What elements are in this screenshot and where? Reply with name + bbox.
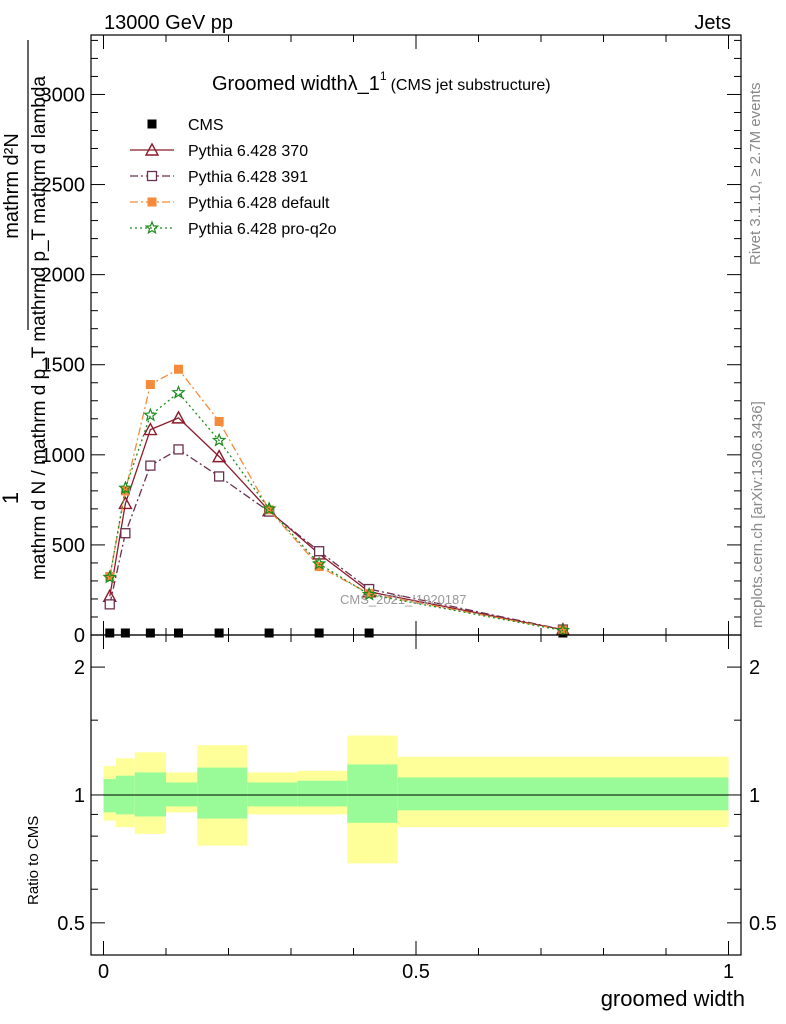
header-right: Jets (694, 12, 731, 34)
legend-label: Pythia 6.428 default (188, 195, 330, 212)
legend-marker (144, 142, 160, 156)
chart-title-main: Groomed widthλ_1 (212, 73, 380, 95)
legend: CMS Pythia 6.428 370 Pythia 6.428 391 Pythi… (130, 117, 337, 238)
ratio-y-tick-label-right: 2 (749, 657, 760, 679)
ratio-y-tick-label: 2 (74, 657, 85, 679)
ratio-band-inner (347, 764, 398, 823)
data-point (214, 628, 224, 638)
data-point (555, 622, 571, 637)
data-point (311, 556, 327, 571)
data-point (214, 416, 224, 426)
ratio-band-inner (197, 767, 248, 819)
legend-item: Pythia 6.428 370 (130, 142, 308, 160)
ratio-band-inner (297, 780, 348, 807)
ratio-y-tick-label: 1 (74, 785, 85, 807)
x-tick-label: 1 (723, 961, 734, 983)
x-tick-label: 0 (98, 961, 109, 983)
data-point (171, 385, 186, 399)
mcplots-label: mcplots.cern.ch [arXiv:1306.3436] (749, 401, 766, 628)
data-point (213, 471, 225, 482)
data-point (361, 586, 377, 601)
chart-title: Groomed widthλ_11 (CMS jet substructure) (212, 69, 551, 95)
watermark: CMS_2021_I1920187 (340, 592, 467, 607)
series-4 (102, 385, 571, 637)
data-point (120, 628, 130, 638)
y-label-numerator: mathrm d²N (1, 133, 23, 239)
series-0 (105, 628, 568, 638)
data-point (174, 364, 183, 374)
legend-item: CMS (147, 117, 224, 134)
ratio-plot-panel (103, 735, 729, 864)
y-label-denominator: mathrm d N / mathrm d p_T mathrmd p_T ma… (29, 76, 50, 580)
data-point (143, 407, 158, 422)
series-line (109, 391, 564, 632)
data-point (261, 501, 277, 516)
main-plot-panel (102, 364, 571, 638)
data-point (364, 589, 374, 599)
x-tick-label: 0.5 (402, 961, 430, 983)
ratio-band-inner (397, 777, 729, 811)
legend-label: CMS (188, 117, 224, 134)
ratio-y-tick-label-right: 0.5 (749, 913, 777, 935)
data-point (173, 444, 184, 455)
y-tick-label: 3000 (41, 84, 86, 106)
legend-item: Pythia 6.428 391 (130, 169, 308, 186)
y-axis-label-main: 1 mathrm d²N mathrm d N / mathrm d p_T m… (0, 40, 50, 580)
data-point (313, 546, 325, 557)
y-tick-label: 1500 (41, 355, 86, 377)
series-3 (105, 364, 568, 635)
ratio-y-tick-label: 0.5 (57, 913, 85, 935)
data-point (211, 449, 227, 463)
series-line (109, 448, 564, 631)
data-point (171, 410, 186, 424)
y-tick-label: 2000 (41, 265, 86, 287)
y-axis-label-ratio: Ratio to CMS (25, 816, 42, 905)
chart-title-sub: (CMS jet substructure) (391, 77, 551, 94)
legend-label: Pythia 6.428 pro-q2o (188, 221, 337, 238)
ratio-band-inner (103, 779, 116, 813)
data-point (105, 628, 115, 638)
ratio-band-inner (134, 772, 166, 817)
data-point (145, 380, 155, 390)
legend-label: Pythia 6.428 391 (188, 169, 308, 186)
y-label-one: 1 (0, 492, 23, 504)
header-left: 13000 GeV pp (104, 12, 233, 34)
legend-marker (147, 119, 157, 129)
ratio-band-inner (247, 782, 298, 807)
legend-item: Pythia 6.428 default (130, 195, 330, 212)
ratio-y-tick-label-right: 1 (749, 785, 760, 807)
y-tick-label: 1000 (41, 445, 86, 467)
y-tick-label: 2500 (41, 175, 86, 197)
data-point (364, 628, 374, 638)
data-point (102, 569, 118, 584)
legend-label: Pythia 6.428 370 (188, 143, 308, 160)
x-axis-label: groomed width (601, 986, 745, 1011)
legend-marker (147, 197, 157, 207)
data-point (145, 628, 155, 638)
chart-title-sup: 1 (380, 69, 387, 83)
data-point (174, 628, 183, 638)
data-point (143, 422, 158, 436)
data-point (120, 528, 131, 539)
data-point (211, 432, 227, 447)
series-line (109, 417, 564, 631)
rivet-label: Rivet 3.1.10, ≥ 2.7M events (747, 83, 764, 266)
data-point (264, 628, 274, 638)
y-tick-label: 0 (74, 625, 85, 647)
y-tick-label: 500 (52, 535, 85, 557)
series-line (109, 368, 564, 631)
data-point (145, 460, 156, 471)
legend-marker (146, 170, 158, 182)
series-2 (104, 444, 569, 635)
data-point (118, 480, 133, 495)
data-point (104, 599, 115, 610)
legend-item: Pythia 6.428 pro-q2o (130, 220, 337, 238)
ratio-band-inner (166, 782, 198, 807)
legend-marker (144, 220, 160, 235)
data-point (314, 628, 324, 638)
